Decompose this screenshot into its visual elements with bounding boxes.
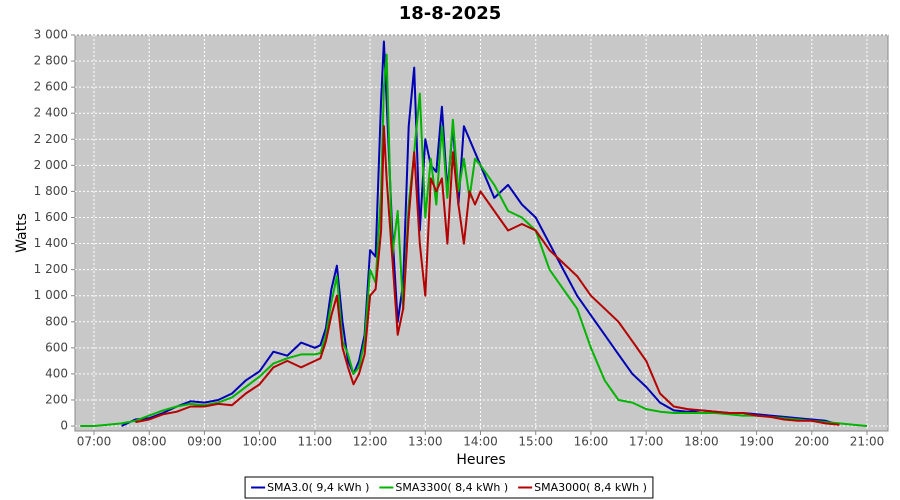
y-tick-label: 1 000	[34, 288, 68, 302]
legend-label: SMA3.0( 9,4 kWh )	[267, 481, 369, 494]
x-tick-label: 19:00	[739, 435, 774, 449]
y-tick-label: 1 400	[34, 236, 68, 250]
y-tick-label: 600	[45, 340, 68, 354]
y-tick-label: 0	[60, 419, 68, 433]
y-tick-label: 3 000	[34, 28, 68, 42]
legend: SMA3.0( 9,4 kWh ) SMA3300( 8,4 kWh ) SMA30…	[251, 481, 647, 494]
y-tick-label: 1 200	[34, 262, 68, 276]
series-line	[80, 53, 868, 427]
legend-box	[244, 476, 654, 499]
y-tick-label: 2 200	[34, 132, 68, 146]
y-tick-label: 1 800	[34, 184, 68, 198]
x-tick-label: 17:00	[629, 435, 664, 449]
y-axis-label: Watts	[14, 213, 30, 253]
x-tick-label: 11:00	[298, 435, 333, 449]
y-tick-label: 2 000	[34, 158, 68, 172]
y-tick-label: 200	[45, 392, 68, 406]
legend-label: SMA3000( 8,4 kWh )	[534, 481, 647, 494]
y-tick-label: 400	[45, 366, 68, 380]
x-tick-label: 18:00	[684, 435, 719, 449]
x-tick-label: 09:00	[187, 435, 222, 449]
x-tick-label: 08:00	[132, 435, 167, 449]
y-tick-label: 2 800	[34, 54, 68, 68]
series-line	[135, 125, 840, 426]
y-tick-label: 2 400	[34, 106, 68, 120]
y-tick-label: 1 600	[34, 210, 68, 224]
x-tick-label: 21:00	[850, 435, 885, 449]
x-tick-label: 15:00	[518, 435, 553, 449]
x-tick-label: 10:00	[242, 435, 277, 449]
series-line	[121, 40, 840, 427]
x-tick-label: 07:00	[77, 435, 112, 449]
x-tick-label: 12:00	[353, 435, 388, 449]
x-tick-label: 16:00	[574, 435, 609, 449]
legend-label: SMA3300( 8,4 kWh )	[395, 481, 508, 494]
y-tick-label: 2 600	[34, 80, 68, 94]
x-axis-label: Heures	[456, 452, 505, 468]
chart-title: 18-8-2025	[399, 3, 502, 24]
x-tick-label: 13:00	[408, 435, 443, 449]
plot-area	[74, 34, 889, 432]
x-tick-label: 14:00	[463, 435, 498, 449]
x-tick-label: 20:00	[795, 435, 830, 449]
y-tick-label: 800	[45, 314, 68, 328]
